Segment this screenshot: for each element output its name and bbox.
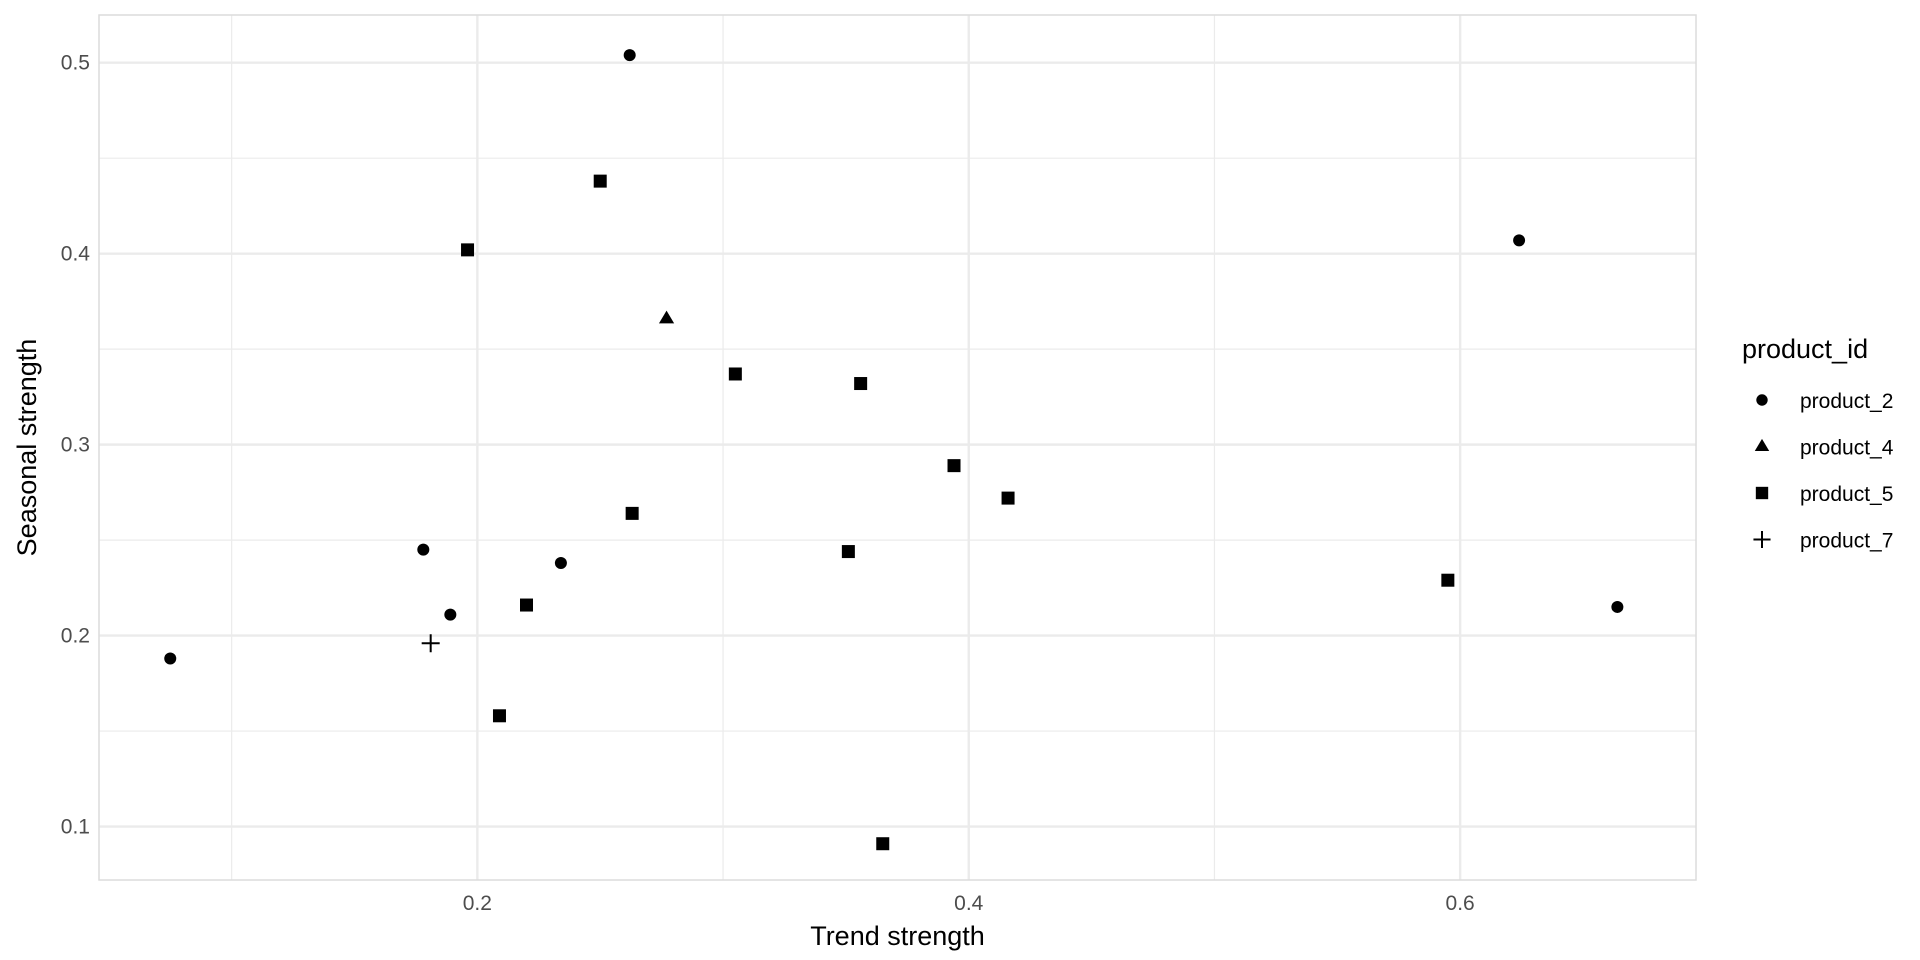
- data-point-product-5: [728, 367, 742, 381]
- data-point-product-2: [417, 543, 430, 556]
- legend-title: product_id: [1742, 334, 1868, 364]
- y-tick-label: 0.4: [61, 243, 91, 266]
- legend-item-product-5: product_5: [1755, 483, 1893, 506]
- y-tick-label: 0.1: [61, 816, 90, 839]
- legend-item-label: product_5: [1800, 483, 1893, 506]
- data-point-product-5: [520, 598, 534, 612]
- x-tick-label: 0.4: [954, 892, 984, 915]
- data-point-product-5: [947, 459, 961, 473]
- legend-key-triangle-icon: [1754, 438, 1770, 452]
- y-tick-label: 0.3: [61, 434, 90, 457]
- legend-key-circle-icon: [1756, 394, 1768, 406]
- grid-layer: [99, 15, 1696, 880]
- data-point-product-5: [1001, 491, 1015, 505]
- y-axis-title: Seasonal strength: [12, 339, 42, 557]
- data-point-product-2: [164, 652, 177, 665]
- legend-items: product_2 product_4 product_5 product_7: [1753, 390, 1894, 553]
- x-tick-label: 0.2: [463, 892, 492, 915]
- data-point-product-7: [421, 634, 440, 653]
- data-point-product-5: [1441, 573, 1455, 587]
- legend-item-product-4: product_4: [1754, 437, 1894, 460]
- y-tick-label: 0.5: [61, 52, 90, 75]
- x-tick-label: 0.6: [1446, 892, 1475, 915]
- data-points: [164, 49, 1624, 851]
- y-tick-label: 0.2: [61, 625, 90, 648]
- data-point-product-2: [623, 49, 636, 62]
- data-point-product-2: [554, 557, 567, 570]
- data-point-product-5: [593, 174, 607, 188]
- data-point-product-5: [625, 506, 639, 520]
- data-point-product-5: [461, 243, 475, 257]
- tick-labels: 0.2 0.4 0.6 0.1 0.2 0.3 0.4 0.5: [61, 52, 1475, 915]
- legend-item-label: product_4: [1800, 437, 1894, 460]
- legend-item-product-2: product_2: [1756, 390, 1893, 413]
- legend-item-product-7: product_7: [1753, 530, 1893, 553]
- legend-item-label: product_7: [1800, 530, 1893, 553]
- data-point-product-5: [876, 837, 890, 851]
- data-point-product-2: [444, 608, 457, 621]
- data-point-product-5: [492, 709, 506, 723]
- plot-panel-border: [98, 14, 1697, 881]
- data-point-product-5: [854, 377, 868, 391]
- legend-key-plus-icon: [1753, 530, 1771, 549]
- data-point-product-2: [1513, 234, 1526, 247]
- data-point-product-4: [658, 310, 675, 324]
- legend-item-label: product_2: [1800, 390, 1893, 413]
- data-point-product-2: [1611, 600, 1624, 613]
- data-point-product-5: [841, 545, 855, 559]
- x-axis-title: Trend strength: [810, 921, 985, 951]
- legend-key-square-icon: [1755, 486, 1769, 500]
- legend: product_id product_2product_4product_5pr…: [1742, 334, 1894, 553]
